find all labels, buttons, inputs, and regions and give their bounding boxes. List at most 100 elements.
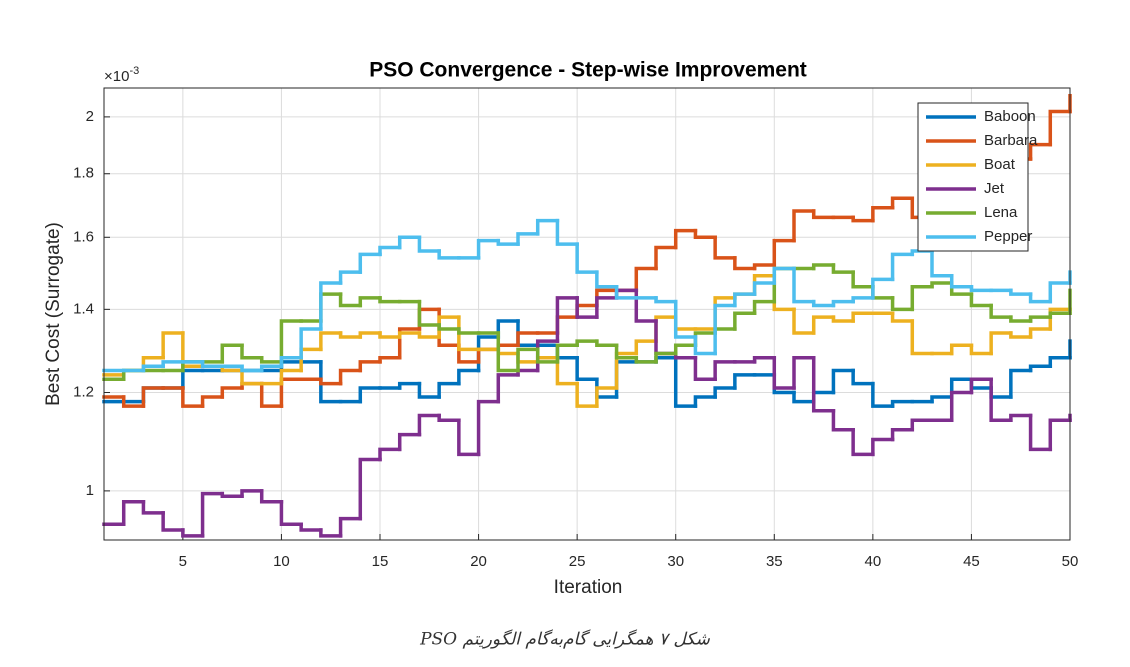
step [338, 331, 363, 339]
step [555, 218, 579, 246]
step [752, 281, 777, 296]
legend-label: Jet [984, 180, 1005, 197]
x-axis-label: Iteration [554, 577, 623, 598]
step [121, 395, 146, 408]
step [595, 339, 619, 347]
step [535, 347, 560, 364]
step [733, 292, 757, 308]
step [319, 360, 343, 404]
step [733, 311, 757, 331]
step [240, 364, 264, 373]
step [733, 256, 757, 271]
step [358, 331, 382, 339]
step [831, 368, 855, 395]
step [831, 299, 855, 308]
step [969, 343, 993, 356]
x-tick-label: 40 [865, 553, 882, 570]
step [890, 399, 915, 408]
step [1028, 292, 1053, 304]
step [752, 263, 777, 271]
step [949, 343, 974, 356]
step [437, 413, 461, 422]
step [752, 299, 777, 315]
step [161, 331, 185, 360]
step [1048, 109, 1072, 147]
x-tick-label: 15 [372, 553, 389, 570]
step [989, 377, 1013, 422]
step [673, 355, 698, 408]
step [595, 296, 619, 319]
x-tick-label: 45 [963, 553, 980, 570]
step [871, 277, 895, 300]
step [358, 296, 382, 308]
step [851, 215, 875, 223]
step [319, 377, 343, 386]
y-tick-label: 1.8 [73, 165, 94, 182]
legend-label: Lena [984, 204, 1018, 221]
step [240, 489, 264, 499]
step [831, 409, 855, 432]
step [890, 296, 915, 312]
step [1048, 418, 1072, 452]
step [654, 245, 678, 271]
step [181, 386, 205, 408]
step [634, 355, 658, 364]
step [516, 232, 540, 246]
y-tick-label: 1.2 [73, 383, 94, 400]
step [851, 296, 875, 304]
step [949, 390, 974, 422]
step [259, 355, 284, 364]
step [890, 252, 915, 282]
step [930, 281, 954, 289]
step [792, 266, 816, 304]
step [1028, 364, 1053, 373]
step [496, 238, 520, 246]
step [811, 315, 836, 335]
legend-box [917, 102, 1029, 252]
step [200, 491, 225, 538]
step [1009, 315, 1033, 323]
step [516, 347, 540, 373]
step [378, 355, 402, 364]
step [417, 235, 441, 253]
y-tick-label: 2 [86, 108, 94, 125]
step [634, 266, 658, 293]
step [713, 386, 737, 399]
step [792, 307, 816, 335]
x-tick-label: 50 [1062, 553, 1079, 570]
step [319, 528, 343, 538]
step [871, 381, 895, 408]
step [831, 263, 855, 274]
step [949, 273, 974, 289]
step [673, 228, 698, 250]
step [1048, 355, 1072, 368]
step [713, 303, 737, 356]
step [871, 206, 895, 223]
step [397, 235, 422, 250]
step [890, 196, 915, 210]
step [989, 331, 1013, 356]
step [397, 331, 422, 339]
step [358, 457, 382, 521]
step [240, 343, 264, 360]
step [457, 368, 481, 386]
step [141, 386, 165, 408]
x-tick-label: 5 [179, 553, 187, 570]
step [496, 373, 520, 404]
step [1009, 288, 1033, 296]
step [969, 377, 993, 395]
step [338, 368, 363, 386]
step [969, 284, 993, 293]
step [772, 355, 796, 390]
step [930, 395, 954, 404]
step [220, 386, 244, 399]
step [752, 355, 777, 364]
grid [104, 88, 1071, 540]
step [397, 432, 422, 452]
x-tick-label: 25 [569, 553, 586, 570]
step [555, 343, 579, 364]
step [811, 355, 836, 413]
step [654, 351, 678, 364]
y-multiplier-exponent: -3 [129, 65, 139, 77]
